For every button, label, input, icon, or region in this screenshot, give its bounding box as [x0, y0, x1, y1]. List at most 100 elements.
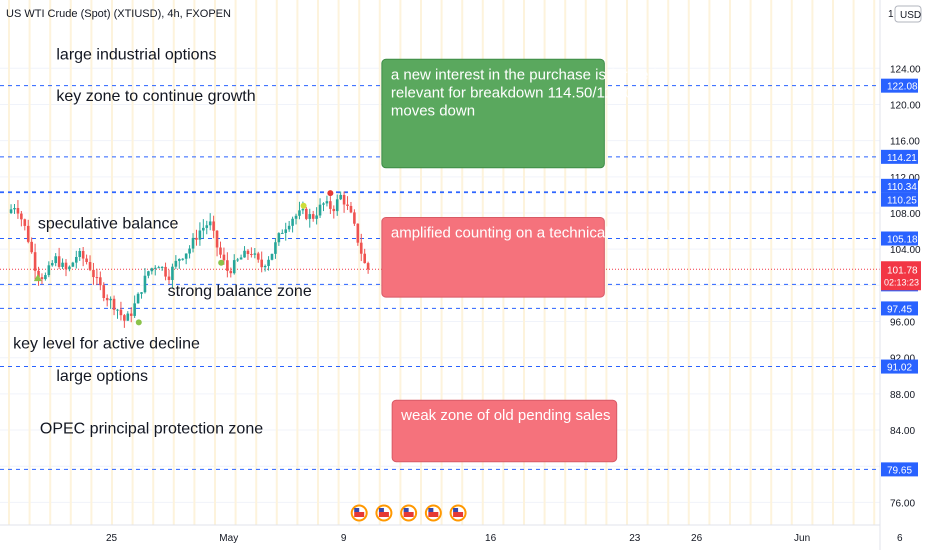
countdown-label: 02:13:23 — [884, 277, 919, 287]
candle-body — [95, 277, 99, 279]
candle-body — [280, 232, 284, 234]
candle-body — [119, 309, 123, 316]
event-icon-stripes — [453, 512, 464, 517]
candle-body — [136, 293, 140, 304]
candle-body — [322, 203, 325, 205]
candle-body — [246, 250, 250, 255]
annotation-label[interactable]: large options — [56, 368, 148, 385]
signal-dot — [135, 319, 142, 326]
signal-triangle — [33, 274, 42, 282]
annotation-label[interactable]: OPEC principal protection zone — [40, 421, 263, 438]
candle-body — [102, 285, 106, 298]
event-icon-canton — [403, 508, 409, 512]
candle-body — [74, 256, 78, 263]
signal-markers — [33, 190, 334, 326]
annotation-label[interactable]: speculative balance — [38, 215, 179, 232]
candle-body — [150, 268, 154, 272]
level-badge — [881, 231, 918, 246]
candle-body — [50, 263, 54, 266]
level-badge-label: 110.25 — [887, 196, 917, 207]
candle-body — [112, 298, 116, 310]
candle-body — [143, 275, 147, 293]
level-badge-label: 114.21 — [887, 153, 917, 164]
candle-body — [171, 266, 174, 280]
candle-body — [325, 201, 329, 204]
price-tick-label: 84.00 — [890, 426, 915, 437]
annotation-box[interactable] — [381, 58, 605, 169]
candle-body — [181, 258, 185, 260]
annotation-label[interactable]: strong balance zone — [168, 283, 312, 300]
currency-badge[interactable] — [894, 5, 922, 23]
signal-dot — [218, 259, 225, 266]
candle-body — [274, 242, 277, 254]
candle-body — [13, 208, 16, 210]
candle-body — [160, 266, 164, 268]
candle-body — [30, 241, 33, 253]
price-axis[interactable]: 76.0080.0084.0088.0092.0096.00100.00104.… — [879, 0, 922, 550]
candle-body — [356, 223, 360, 243]
annotation-box-text: relevant for breakdown 114.50/115.00 — [391, 84, 641, 101]
annotation-label[interactable]: key zone to continue growth — [56, 88, 255, 105]
candles — [9, 191, 370, 328]
candle-body — [284, 229, 288, 233]
price-tick-label: 96.00 — [890, 318, 915, 329]
candle-body — [188, 248, 191, 254]
candle-body — [239, 257, 243, 260]
level-badge-label: 110.34 — [887, 182, 917, 193]
annotation-label[interactable]: key level for active decline — [13, 336, 200, 353]
candle-body — [332, 208, 336, 212]
candle-body — [298, 210, 301, 216]
candle-body — [126, 313, 130, 321]
level-badge — [881, 301, 918, 316]
event-icon-stripes — [428, 512, 439, 517]
candle-body — [267, 259, 270, 266]
time-tick-label: May — [219, 533, 238, 544]
level-badge-label: 97.45 — [887, 304, 912, 315]
candle-body — [81, 250, 85, 259]
candle-body — [301, 208, 305, 211]
candle-body — [99, 277, 102, 286]
candle-body — [243, 250, 246, 258]
candle-body — [47, 265, 51, 276]
candle-body — [68, 266, 71, 270]
candle-body — [167, 276, 171, 280]
annotation-box-text: weak zone of old pending sales — [400, 407, 610, 424]
annotation-box[interactable] — [381, 217, 605, 298]
candle-body — [287, 225, 291, 230]
candle-body — [147, 271, 150, 276]
candle-body — [191, 237, 195, 249]
event-icons[interactable] — [350, 504, 467, 522]
time-axis[interactable]: 25 May 9 16 23 26 Jun 6 — [0, 524, 903, 544]
annotation-label[interactable]: large industrial options — [56, 46, 216, 63]
candle-body — [177, 259, 181, 261]
candle-body — [85, 258, 88, 263]
candle-body — [359, 242, 363, 254]
candle-body — [164, 266, 167, 277]
candle-body — [20, 213, 23, 220]
candle-body — [105, 297, 109, 301]
time-tick-label: 6 — [897, 533, 903, 544]
text-annotations: large industrial options key zone to cont… — [13, 46, 312, 437]
level-badge-label: 105.18 — [887, 235, 918, 246]
candle-body — [311, 214, 315, 219]
candle-body — [174, 260, 178, 267]
candle-body — [335, 199, 339, 212]
candle-body — [222, 254, 226, 261]
time-tick-label: 9 — [341, 533, 347, 544]
level-badge-label: 91.02 — [887, 363, 912, 374]
level-badge-label: 79.65 — [887, 465, 912, 476]
price-tick-label: 104.00 — [890, 245, 921, 256]
candle-body — [57, 256, 61, 267]
candle-body — [92, 269, 95, 278]
candle-body — [315, 215, 318, 219]
candle-body — [9, 209, 13, 213]
candle-body — [116, 309, 119, 311]
price-tick-label: 76.00 — [890, 498, 915, 509]
event-icon-canton — [378, 508, 384, 512]
annotation-box[interactable] — [391, 399, 618, 463]
candle-body — [153, 267, 157, 269]
candle-body — [64, 262, 68, 270]
candle-body — [308, 214, 312, 219]
